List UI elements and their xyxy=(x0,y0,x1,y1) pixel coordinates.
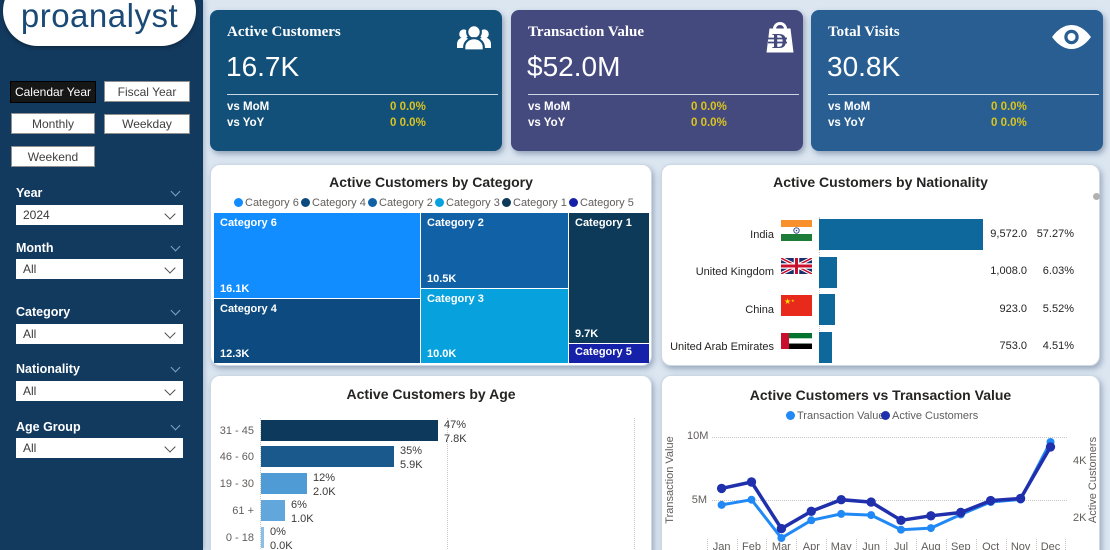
svg-text:★: ★ xyxy=(791,298,795,303)
svg-text:D: D xyxy=(772,29,787,53)
svg-text:★: ★ xyxy=(784,297,791,306)
